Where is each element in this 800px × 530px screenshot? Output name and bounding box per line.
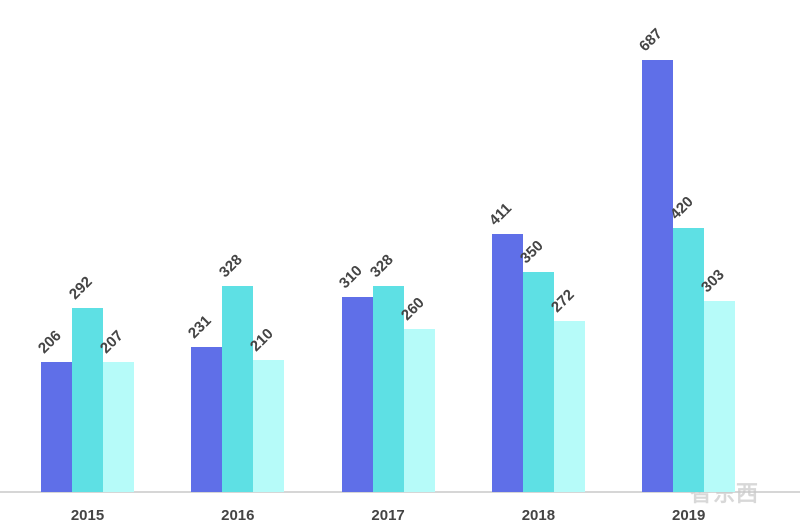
x-axis-line <box>0 491 800 493</box>
data-label: 206 <box>34 327 65 358</box>
bar <box>372 285 404 492</box>
data-label: 292 <box>65 273 96 304</box>
bar <box>403 328 435 492</box>
bar <box>704 301 736 492</box>
data-label: 411 <box>485 199 516 229</box>
bar <box>491 233 523 492</box>
x-tick-label: 2019 <box>672 507 706 524</box>
bar <box>191 346 223 492</box>
bar <box>72 308 103 492</box>
x-tick-label: 2016 <box>221 507 255 524</box>
bar <box>222 285 254 492</box>
bar <box>341 297 373 492</box>
bar <box>522 271 554 492</box>
bar <box>253 359 285 492</box>
x-tick-label: 2018 <box>521 507 556 524</box>
data-label: 687 <box>636 25 666 55</box>
bar <box>642 60 674 492</box>
x-tick-label: 2015 <box>70 507 105 524</box>
bar <box>673 227 705 492</box>
bar <box>103 361 134 492</box>
x-tick-label: 2017 <box>371 507 405 524</box>
bar <box>553 320 585 492</box>
bar <box>41 362 72 492</box>
data-label: 231 <box>185 312 215 342</box>
data-label: 328 <box>216 251 246 281</box>
data-label: 328 <box>366 251 397 281</box>
data-label: 310 <box>335 262 366 293</box>
